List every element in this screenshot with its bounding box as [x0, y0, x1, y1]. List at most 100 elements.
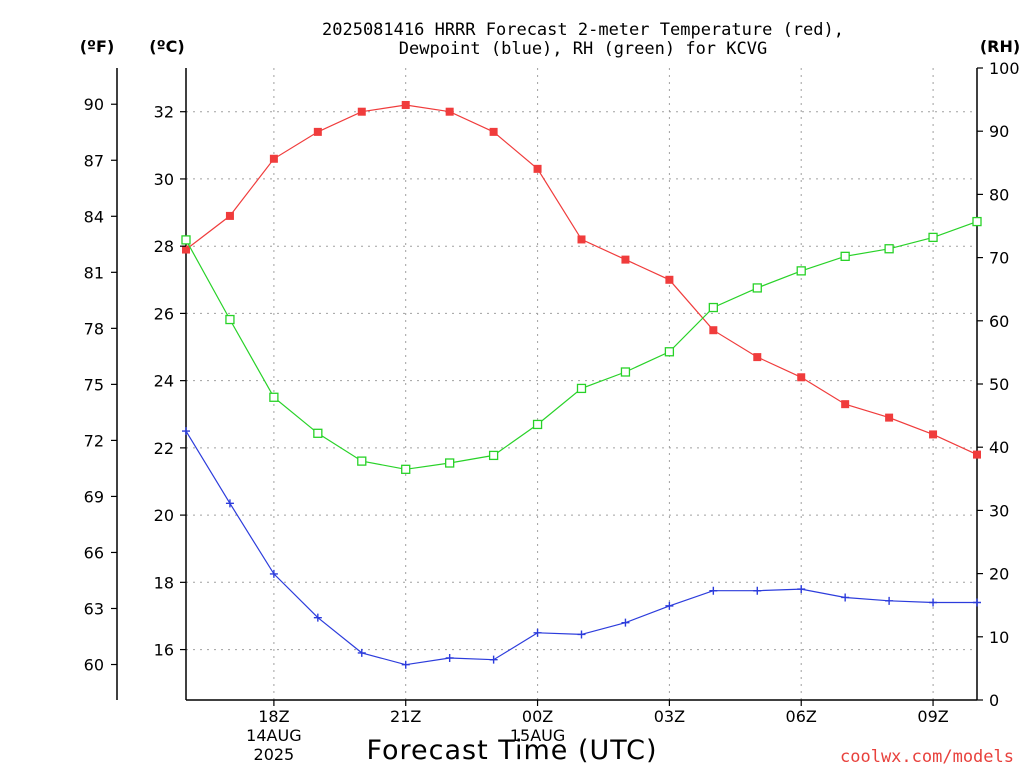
x-tick-label: 03Z	[654, 707, 685, 726]
celsius-tick-label: 30	[154, 170, 174, 189]
temperature-line	[185, 104, 978, 456]
temperature-point	[489, 127, 498, 136]
rh-point	[269, 392, 279, 402]
temperature-point	[357, 107, 366, 116]
celsius-tick-label: 26	[154, 304, 174, 323]
temperature-point	[709, 326, 718, 335]
x-tick-label: 06Z	[786, 707, 817, 726]
rh-tick-label: 30	[989, 501, 1009, 520]
x-tick-label: 09Z	[917, 707, 948, 726]
rh-tick-label: 40	[989, 438, 1009, 457]
celsius-tick-label: 16	[154, 641, 174, 660]
dewpoint-point	[753, 586, 762, 595]
temperature-point	[797, 373, 806, 382]
dewpoint-point	[533, 628, 542, 637]
rh-point	[796, 266, 806, 276]
temperature-point	[313, 127, 322, 136]
x-tick-label: 18Z	[258, 707, 289, 726]
rh-point	[357, 456, 367, 466]
axes	[116, 68, 978, 701]
rh-tick-label: 20	[989, 565, 1009, 584]
fahrenheit-tick-label: 60	[84, 656, 104, 675]
temperature-point	[973, 450, 981, 459]
fahrenheit-tick-label: 78	[84, 319, 104, 338]
rh-tick-label: 70	[989, 249, 1009, 268]
fahrenheit-unit-label: (ºF)	[80, 37, 115, 56]
dewpoint-point	[797, 585, 806, 594]
fahrenheit-tick-label: 81	[84, 263, 104, 282]
temperature-point	[269, 154, 278, 163]
rh-point	[401, 464, 411, 474]
temperature-point	[621, 255, 630, 264]
dewpoint-point	[489, 655, 498, 664]
celsius-tick-label: 24	[154, 372, 174, 391]
fahrenheit-tick-label: 72	[84, 431, 104, 450]
rh-line	[185, 221, 978, 470]
fahrenheit-tick-label: 66	[84, 543, 104, 562]
celsius-tick-label: 28	[154, 237, 174, 256]
temperature-point	[182, 245, 190, 254]
dewpoint-point	[445, 653, 454, 662]
dewpoint-point	[225, 499, 234, 508]
rh-point	[313, 428, 323, 438]
x-tick-label: 21Z	[390, 707, 421, 726]
rh-point	[928, 232, 938, 243]
rh-point	[972, 216, 982, 227]
x-tick-year-label: 2025	[254, 745, 295, 764]
dewpoint-point	[269, 569, 278, 578]
dewpoint-point	[313, 613, 322, 622]
temperature-point	[665, 275, 674, 284]
data-series	[181, 100, 982, 669]
dewpoint-point	[665, 601, 674, 610]
temperature-point	[225, 211, 234, 220]
dewpoint-point	[973, 598, 981, 607]
fahrenheit-tick-label: 84	[84, 207, 104, 226]
chart-title-line1: 2025081416 HRRR Forecast 2-meter Tempera…	[322, 20, 844, 40]
dewpoint-point	[401, 660, 410, 669]
dewpoint-point	[357, 648, 366, 657]
dewpoint-point	[929, 598, 938, 607]
rh-point	[752, 283, 762, 293]
temperature-point	[929, 430, 938, 439]
chart-title: 2025081416 HRRR Forecast 2-meter Tempera…	[322, 20, 844, 59]
source-credit: coolwx.com/models	[840, 747, 1014, 767]
fahrenheit-tick-label: 63	[84, 599, 104, 618]
x-axis-title: Forecast Time (UTC)	[366, 735, 657, 766]
rh-point	[884, 244, 894, 254]
celsius-tick-label: 22	[154, 439, 174, 458]
x-tick-date-label: 15AUG	[510, 726, 565, 745]
rh-tick-label: 10	[989, 628, 1009, 647]
rh-tick-label: 0	[989, 691, 999, 710]
rh-point	[620, 367, 631, 377]
rh-point	[664, 347, 675, 357]
rh-point	[181, 235, 191, 245]
temperature-point	[885, 413, 894, 422]
temperature-point	[401, 100, 410, 109]
tick-labels: 16 18 20 22 24 26 28 30 32 60 63 66 69 72 75 78 81 84 87 90…	[84, 59, 1020, 764]
dewpoint-point	[182, 427, 190, 436]
rh-tick-label: 60	[989, 312, 1009, 331]
rh-point	[445, 458, 455, 468]
temperature-point	[753, 353, 762, 362]
temperature-point	[577, 235, 586, 244]
x-tick-label: 00Z	[522, 707, 553, 726]
x-tick-date-label: 14AUG	[246, 726, 301, 745]
dewpoint-point	[841, 593, 850, 602]
fahrenheit-tick-label: 87	[84, 151, 104, 170]
rh-tick-label: 80	[989, 185, 1009, 204]
dewpoint-point	[885, 596, 894, 605]
fahrenheit-tick-label: 90	[84, 95, 104, 114]
rh-point	[225, 314, 235, 325]
rh-point	[532, 419, 543, 430]
dewpoint-point	[621, 618, 630, 627]
celsius-tick-label: 32	[154, 103, 174, 122]
dewpoint-point	[709, 586, 718, 595]
temperature-point	[445, 107, 454, 116]
fahrenheit-tick-label: 75	[84, 375, 104, 394]
rh-point	[488, 450, 499, 461]
rh-tick-label: 50	[989, 375, 1009, 394]
grid-lines	[186, 68, 977, 700]
rh-tick-label: 100	[989, 59, 1020, 78]
chart-title-line2: Dewpoint (blue), RH (green) for KCVG	[399, 39, 767, 59]
